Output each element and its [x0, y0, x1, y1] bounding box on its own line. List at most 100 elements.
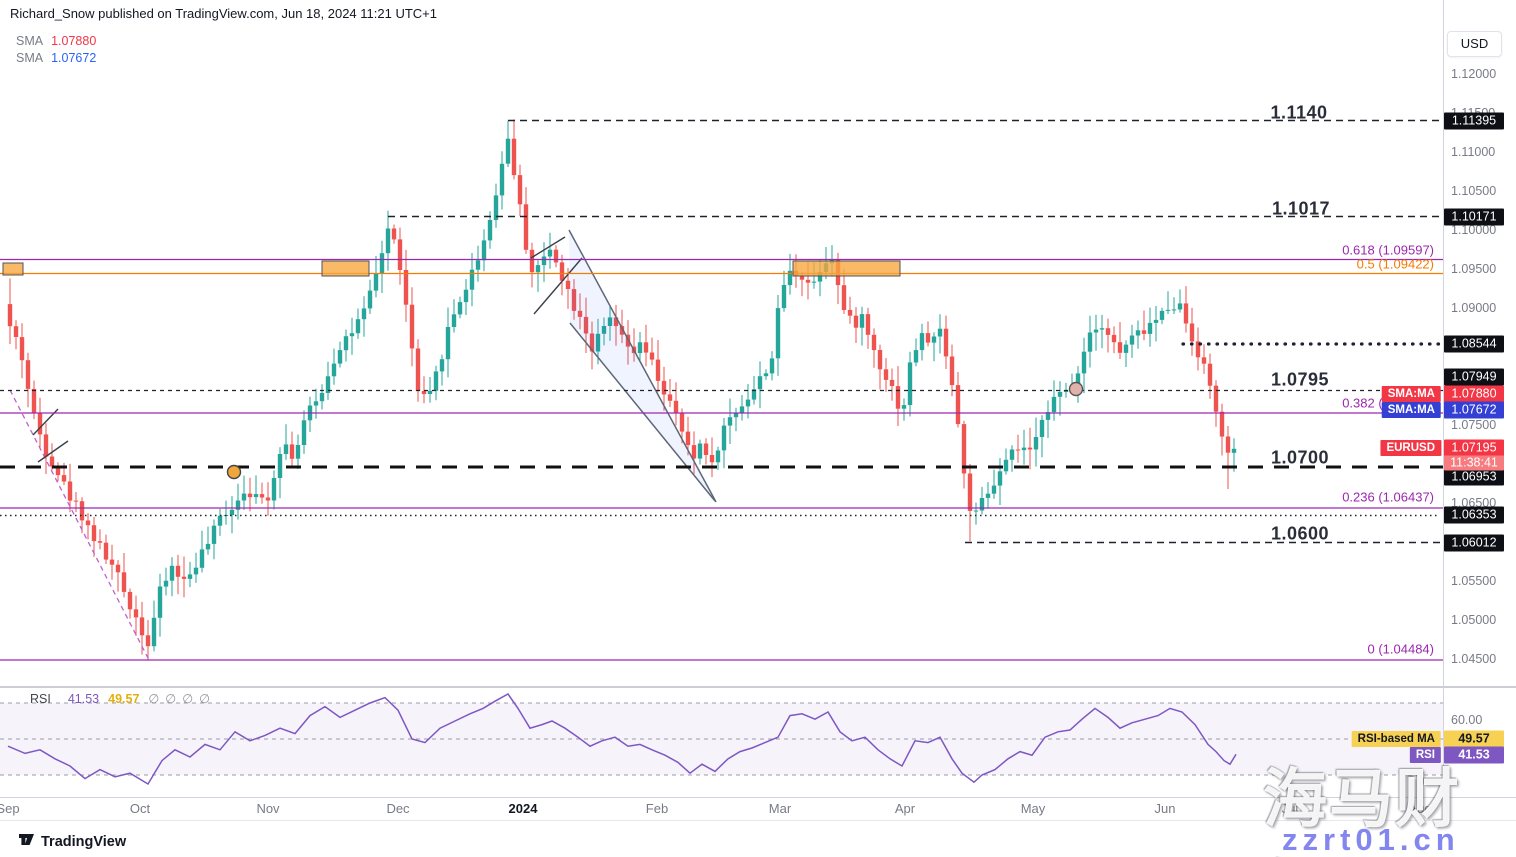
candle-body	[745, 399, 751, 407]
pane-divider[interactable]	[0, 686, 1516, 688]
sma-slow-value: 1.07672	[51, 51, 97, 65]
rsi-legend-row[interactable]: RSI 41.53 49.57 ∅ ∅ ∅ ∅	[30, 691, 216, 706]
price-level-axis-label: 1.06353	[1444, 506, 1504, 524]
supply-zone[interactable]	[2, 262, 24, 276]
rsi-line[interactable]	[7, 693, 1237, 786]
candle-body	[1177, 303, 1183, 310]
candle-body	[913, 350, 919, 363]
candle-body	[157, 586, 163, 618]
candle-body	[799, 276, 805, 280]
tradingview-logo[interactable]: TradingView	[18, 831, 126, 853]
candle-body	[391, 228, 397, 240]
candle-body	[1135, 330, 1141, 336]
candle-body	[427, 390, 433, 394]
candle-body	[247, 493, 253, 498]
candle-body	[715, 450, 721, 463]
flag-dec-upper[interactable]	[530, 236, 566, 259]
candle-body	[199, 549, 205, 568]
candle-body	[937, 328, 943, 337]
candle-body	[415, 348, 421, 391]
candle-body	[847, 309, 853, 316]
candle-body	[811, 281, 817, 283]
rsi-source-icon[interactable]: ∅	[148, 692, 160, 706]
candle-body	[331, 363, 337, 377]
rsi-source-icon[interactable]: ∅	[165, 692, 177, 706]
candle-body	[601, 326, 607, 334]
sma-slow-legend-row[interactable]: SMA 1.07672	[16, 50, 96, 67]
candle-body	[883, 369, 889, 380]
candle-body	[457, 302, 463, 315]
candle-body	[445, 327, 451, 360]
fib-annotation: 0.618 (1.09597)	[1342, 242, 1434, 258]
trendline-dashed-purple[interactable]	[9, 389, 150, 661]
tradingview-logo-text: TradingView	[41, 834, 127, 850]
candle-body	[301, 420, 307, 445]
candle-body	[1195, 341, 1201, 358]
candle-body	[103, 542, 109, 560]
sma-fast-legend-row[interactable]: SMA 1.07880	[16, 33, 96, 50]
flag-dec-lower[interactable]	[533, 257, 583, 315]
price-axis-tick: 1.09500	[1451, 262, 1497, 276]
candle-body	[505, 138, 511, 164]
candle-body	[127, 591, 133, 610]
candle-body	[181, 576, 187, 579]
candle-body	[817, 271, 823, 282]
bar-countdown: 11:38:41	[1444, 455, 1504, 471]
candle-body	[439, 359, 445, 372]
candle-body	[751, 389, 757, 400]
candle-body	[367, 290, 373, 309]
candle-body	[325, 376, 331, 393]
candle-body	[943, 328, 949, 357]
candle-body	[721, 425, 727, 451]
candle-body	[763, 373, 769, 377]
candle-body	[313, 401, 319, 406]
rsi-ma-axis-tag: RSI-based MA	[1351, 731, 1441, 747]
sma-slow-axis-tag: SMA:MA	[1381, 402, 1441, 418]
supply-zone[interactable]	[321, 260, 370, 277]
rsi-legend-value: 41.53	[67, 692, 100, 706]
candle-body	[421, 391, 427, 395]
candle-body	[163, 580, 169, 587]
candle-body	[1063, 390, 1069, 392]
sma-fast-label: SMA	[16, 34, 44, 48]
sma-fast-axis-tag: SMA:MA	[1381, 386, 1441, 402]
event-circle-oct[interactable]	[226, 464, 242, 480]
rsi-source-icon[interactable]: ∅	[182, 692, 194, 706]
candle-body	[1039, 419, 1045, 437]
candle-body	[709, 455, 715, 463]
time-axis-label-jul: Jul	[1281, 801, 1299, 816]
candle-body	[397, 239, 403, 270]
candle-body	[187, 574, 193, 579]
candle-body	[1081, 351, 1087, 374]
channel-upper[interactable]	[568, 229, 717, 503]
candle-body	[733, 412, 739, 418]
candle-body	[361, 308, 367, 320]
rsi-source-icon[interactable]: ∅	[199, 692, 210, 706]
candle-body	[853, 315, 859, 328]
price-axis-tick: 1.12000	[1451, 67, 1497, 81]
candle-body	[1225, 436, 1231, 453]
flag-sep-lower[interactable]	[37, 440, 69, 463]
candle-body	[541, 256, 547, 266]
channel-lower[interactable]	[569, 322, 716, 502]
candle-body	[1123, 344, 1129, 353]
candle-body	[595, 333, 601, 352]
publication-title: Richard_Snow published on TradingView.co…	[10, 6, 437, 21]
candle-body	[1189, 323, 1195, 342]
supply-zone[interactable]	[792, 260, 901, 277]
candle-body	[931, 336, 937, 343]
event-circle-may[interactable]	[1068, 381, 1084, 397]
candle-body	[583, 316, 589, 334]
candle-body	[1105, 328, 1111, 335]
price-axis-tick: 1.10500	[1451, 184, 1497, 198]
candle-body	[211, 525, 217, 544]
candle-body	[559, 262, 565, 281]
candle-body	[877, 350, 883, 370]
candle-body	[691, 445, 697, 459]
candle-body	[1057, 392, 1063, 397]
candle-body	[1075, 373, 1081, 390]
time-axis-label-aug: Aug	[1408, 801, 1432, 816]
candle-body	[229, 509, 235, 515]
currency-toggle-button[interactable]: USD	[1447, 31, 1502, 57]
